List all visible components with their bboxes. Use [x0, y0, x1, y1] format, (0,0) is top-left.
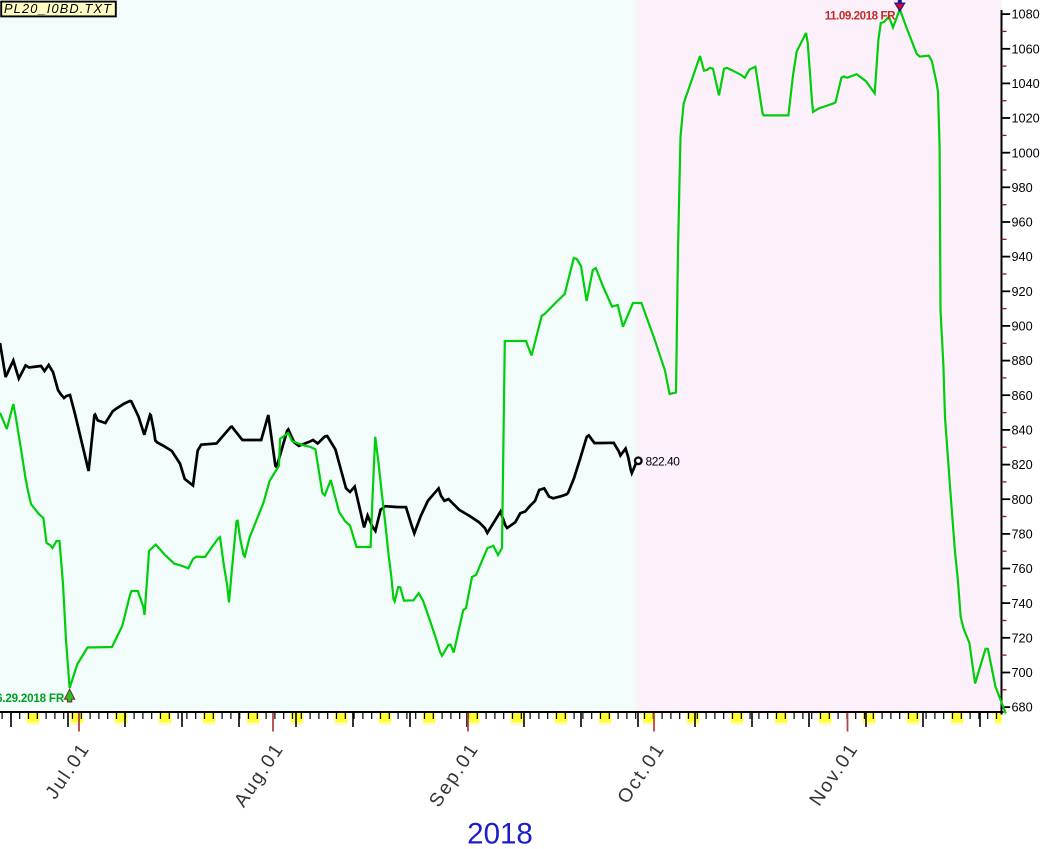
svg-text:1040: 1040 [1012, 77, 1040, 91]
svg-text:06.29.2018 FR: 06.29.2018 FR [0, 692, 65, 705]
svg-text:800: 800 [1012, 493, 1033, 507]
svg-text:740: 740 [1012, 597, 1033, 611]
svg-text:822.40: 822.40 [646, 454, 681, 468]
svg-text:900: 900 [1012, 320, 1033, 334]
svg-text:760: 760 [1012, 562, 1033, 576]
svg-text:11.09.2018 FR: 11.09.2018 FR [825, 10, 896, 23]
svg-text:980: 980 [1012, 181, 1033, 195]
svg-text:880: 880 [1012, 354, 1033, 368]
svg-text:940: 940 [1012, 250, 1033, 264]
svg-text:780: 780 [1012, 528, 1033, 542]
svg-text:680: 680 [1012, 701, 1033, 715]
svg-text:700: 700 [1012, 666, 1033, 680]
svg-text:2018: 2018 [467, 818, 533, 849]
svg-text:1060: 1060 [1012, 42, 1040, 56]
svg-text:1020: 1020 [1012, 112, 1040, 126]
svg-text:960: 960 [1012, 216, 1033, 230]
svg-text:720: 720 [1012, 631, 1033, 645]
svg-text:PL20_I0BD.TXT: PL20_I0BD.TXT [4, 1, 112, 16]
svg-text:920: 920 [1012, 285, 1033, 299]
svg-text:1080: 1080 [1012, 8, 1040, 22]
svg-text:840: 840 [1012, 424, 1033, 438]
svg-text:820: 820 [1012, 458, 1033, 472]
svg-text:860: 860 [1012, 389, 1033, 403]
svg-text:1000: 1000 [1012, 146, 1040, 160]
